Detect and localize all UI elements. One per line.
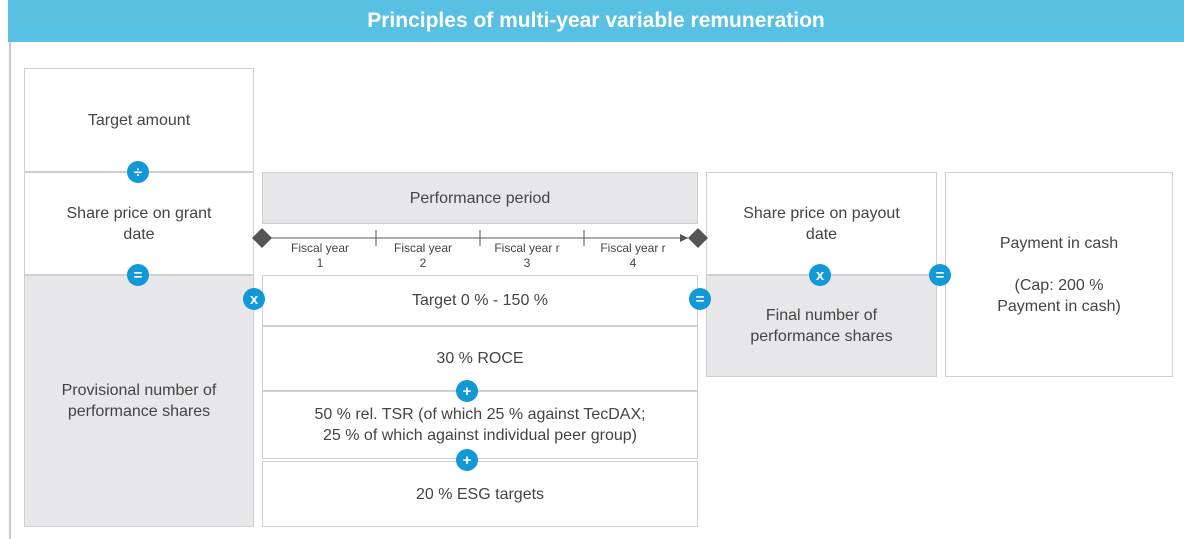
box: 20 % ESG targets (262, 461, 698, 527)
fiscal-year-number: 2 (419, 256, 427, 270)
left-border (9, 42, 11, 539)
box: Provisional number of performance shares (24, 275, 254, 527)
operator-icon: x (243, 288, 265, 310)
box: Target amount (24, 68, 254, 172)
operator-icon: ÷ (127, 161, 149, 183)
fiscal-year-label: Fiscal year (393, 241, 452, 255)
fiscal-year-number: 1 (316, 256, 324, 270)
diamond (688, 228, 708, 248)
box: Final number of performance shares (706, 275, 937, 377)
fiscal-year-label: Fiscal year (290, 241, 349, 255)
operator-icon: = (127, 264, 149, 286)
operator-icon: x (809, 264, 831, 286)
box: Performance period (262, 172, 698, 224)
box: 50 % rel. TSR (of which 25 % against Tec… (262, 391, 698, 459)
operator-icon: + (456, 380, 478, 402)
operator-icon: = (929, 264, 951, 286)
box: Share price on grant date (24, 172, 254, 275)
title: Principles of multi-year variable remune… (8, 0, 1184, 42)
fiscal-year-number: 4 (629, 256, 637, 270)
box: Target 0 % - 150 % (262, 275, 698, 326)
diamond (252, 228, 272, 248)
arrow-head (680, 234, 688, 242)
box: Payment in cash (Cap: 200 % Payment in c… (945, 172, 1173, 377)
box: 30 % ROCE (262, 326, 698, 391)
fiscal-year-label: Fiscal year r (600, 241, 666, 255)
fiscal-year-number: 3 (523, 256, 531, 270)
operator-icon: = (689, 288, 711, 310)
box: Share price on payout date (706, 172, 937, 275)
operator-icon: + (456, 449, 478, 471)
fiscal-year-label: Fiscal year r (494, 241, 560, 255)
